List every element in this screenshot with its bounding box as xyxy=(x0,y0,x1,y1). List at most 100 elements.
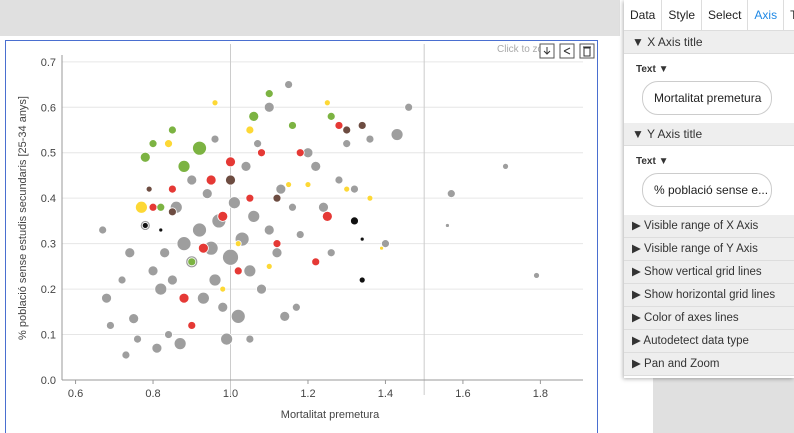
collapsed-section[interactable]: ▶ Visible range of X Axis xyxy=(624,215,794,238)
point xyxy=(159,247,171,259)
point xyxy=(158,227,164,233)
point xyxy=(318,201,329,213)
section-title: Visible range of X Axis xyxy=(644,220,759,232)
point xyxy=(350,184,359,194)
point xyxy=(263,101,275,113)
section-header[interactable]: ▼ X Axis title xyxy=(624,31,794,54)
point xyxy=(326,248,336,258)
y-tick-label: 0.7 xyxy=(41,57,56,69)
point xyxy=(247,209,261,223)
section-title: Color of axes lines xyxy=(644,312,739,324)
point xyxy=(208,273,222,287)
point xyxy=(187,321,197,330)
collapsed-section[interactable]: ▶ Show vertical grid lines xyxy=(624,261,794,284)
x-tick-label: 1.4 xyxy=(378,388,393,400)
point xyxy=(257,148,266,158)
point xyxy=(256,283,267,295)
point xyxy=(201,188,213,200)
y-axis-title: % població sense estudis secundaris [25-… xyxy=(17,96,29,340)
point xyxy=(133,334,142,344)
text-input[interactable]: % població sense e... xyxy=(642,173,772,207)
point xyxy=(230,308,246,324)
text-input[interactable]: Mortalitat premetura xyxy=(642,81,772,115)
download-icon xyxy=(543,47,551,55)
point xyxy=(271,247,283,259)
point xyxy=(379,245,384,251)
point xyxy=(245,193,255,203)
point xyxy=(272,193,282,203)
collapsed-section[interactable]: ▶ Pan and Zoom xyxy=(624,353,794,376)
point xyxy=(263,224,275,236)
point xyxy=(275,183,287,195)
point xyxy=(288,202,297,212)
point xyxy=(148,202,158,212)
tab[interactable]: Data xyxy=(624,0,663,30)
right-gray xyxy=(653,378,794,433)
point xyxy=(357,121,367,130)
point xyxy=(197,242,209,254)
point xyxy=(381,239,390,249)
point xyxy=(148,139,158,149)
point xyxy=(196,291,210,305)
point xyxy=(227,196,241,210)
point xyxy=(225,174,236,186)
point xyxy=(358,276,366,284)
collapsed-section[interactable]: ▶ Autodetect data type xyxy=(624,330,794,353)
point xyxy=(211,99,219,107)
field-label[interactable]: Text ▼ xyxy=(636,156,669,167)
point xyxy=(240,160,252,172)
point xyxy=(164,330,173,339)
y-tick-label: 0.1 xyxy=(41,330,56,342)
point xyxy=(98,225,108,235)
point xyxy=(186,174,198,186)
x-tick-label: 1.8 xyxy=(533,388,548,400)
point xyxy=(243,264,257,278)
point xyxy=(265,262,273,270)
collapsed-section[interactable]: ▶ Color of axes lines xyxy=(624,307,794,330)
point xyxy=(205,174,217,186)
collapsed-section[interactable]: ▶ Show horizontal grid lines xyxy=(624,284,794,307)
section-title: Pan and Zoom xyxy=(644,358,720,370)
tab[interactable]: Select xyxy=(702,0,749,30)
point xyxy=(310,160,322,172)
point xyxy=(390,128,404,141)
point xyxy=(222,248,239,266)
point xyxy=(284,80,294,89)
collapsed-section[interactable]: ▶ Visible range of Y Axis xyxy=(624,238,794,261)
tab[interactable]: Too xyxy=(784,0,794,30)
point xyxy=(192,222,207,238)
point xyxy=(154,282,168,296)
tab[interactable]: Axis xyxy=(748,0,785,30)
section-title: Show horizontal grid lines xyxy=(644,289,776,301)
point xyxy=(167,184,177,194)
field-name: Text xyxy=(636,156,656,167)
share-button[interactable] xyxy=(559,43,575,59)
section-header[interactable]: ▼ Y Axis title xyxy=(624,123,794,146)
section-title: Y Axis title xyxy=(647,127,703,141)
point xyxy=(295,148,305,158)
point xyxy=(220,332,234,346)
point xyxy=(311,257,321,267)
point xyxy=(502,162,509,170)
x-tick-label: 0.8 xyxy=(145,388,160,400)
point xyxy=(288,121,297,130)
point xyxy=(304,181,312,188)
point xyxy=(101,292,112,304)
field-label[interactable]: Text ▼ xyxy=(636,64,669,75)
y-tick-label: 0.5 xyxy=(41,148,56,160)
point xyxy=(323,99,331,107)
point xyxy=(139,151,151,163)
tab[interactable]: Style xyxy=(662,0,703,30)
section-title: Show vertical grid lines xyxy=(644,266,762,278)
x-tick-label: 0.6 xyxy=(68,388,83,400)
point xyxy=(445,223,450,228)
point xyxy=(350,216,359,226)
point xyxy=(145,185,153,193)
top-bar xyxy=(0,0,620,36)
point xyxy=(106,321,115,330)
point xyxy=(245,334,255,344)
point xyxy=(210,134,220,144)
point xyxy=(166,274,178,286)
section-title: Autodetect data type xyxy=(643,335,749,347)
